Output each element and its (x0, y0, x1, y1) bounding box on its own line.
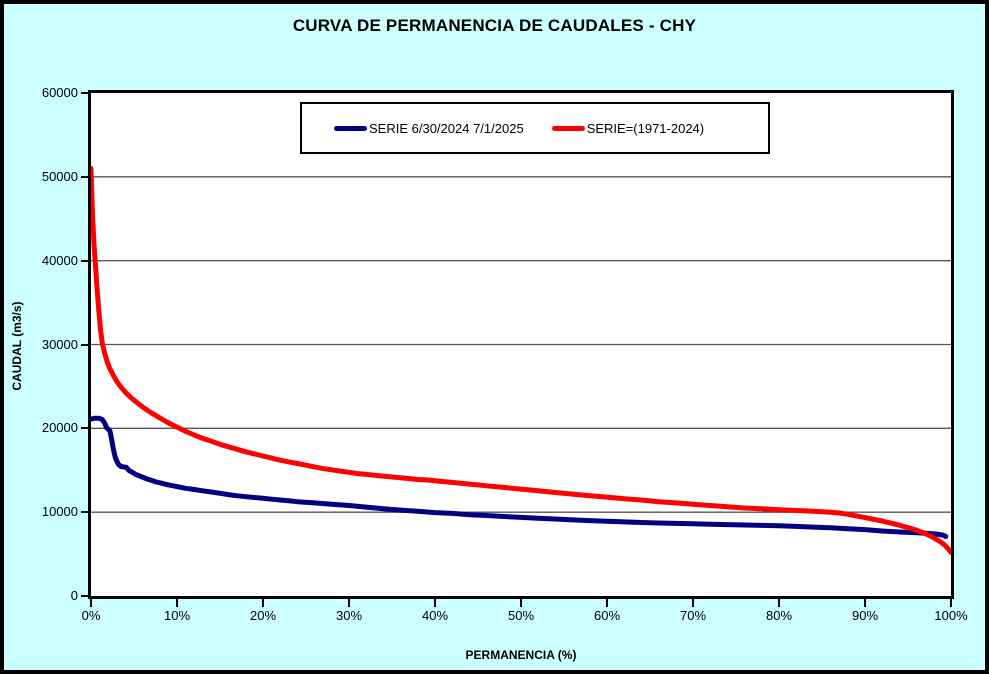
x-tick-label: 50% (507, 608, 535, 623)
x-tick-mark (434, 599, 436, 607)
x-tick-label: 0% (81, 608, 101, 623)
y-tick-label: 10000 (41, 504, 78, 520)
y-tick-mark (81, 92, 88, 94)
x-tick-mark (176, 599, 178, 607)
legend-item-serie-2024-2025: SERIE 6/30/2024 7/1/2025 (334, 121, 524, 136)
x-tick-label: 80% (765, 608, 793, 623)
x-axis-title: PERMANENCIA (%) (465, 648, 577, 662)
series-line-0 (91, 415, 949, 539)
x-tick-label: 70% (679, 608, 707, 623)
legend-item-serie-1971-2024: SERIE=(1971-2024) (551, 120, 705, 136)
chart-legend: SERIE 6/30/2024 7/1/2025 SERIE=(1971-202… (300, 102, 770, 154)
y-tick-label: 60000 (41, 85, 78, 100)
y-tick-mark (81, 343, 88, 346)
x-tick-mark (606, 599, 608, 607)
x-tick-mark (348, 599, 350, 607)
y-tick-label: 40000 (41, 252, 78, 268)
y-tick-mark (81, 259, 88, 262)
legend-label: SERIE=(1971-2024) (586, 120, 705, 136)
y-tick-mark (81, 427, 88, 430)
x-tick-mark (262, 599, 264, 607)
y-tick-mark (81, 175, 88, 178)
x-tick-mark (692, 599, 694, 607)
x-tick-mark (520, 599, 522, 607)
y-tick-label: 30000 (41, 336, 78, 352)
x-tick-mark (950, 599, 952, 607)
x-tick-mark (90, 599, 92, 607)
legend-line-sample-blue (334, 125, 367, 131)
x-tick-label: 40% (421, 608, 449, 623)
legend-label: SERIE 6/30/2024 7/1/2025 (369, 120, 524, 136)
plot-area (88, 90, 954, 599)
x-tick-label: 60% (593, 608, 621, 623)
y-tick-label: 20000 (41, 420, 78, 436)
y-tick-label: 0 (70, 588, 78, 603)
x-tick-mark (864, 599, 866, 607)
x-tick-label: 30% (335, 608, 363, 623)
series-line-1 (91, 166, 951, 555)
x-tick-label: 10% (163, 608, 191, 623)
x-tick-mark (778, 599, 780, 607)
y-tick-mark (81, 595, 88, 597)
y-tick-mark (81, 511, 88, 514)
y-tick-label: 50000 (41, 168, 78, 184)
x-tick-label: 90% (851, 608, 879, 623)
flow-duration-chart-svg (91, 166, 951, 555)
x-tick-label: 20% (249, 608, 277, 623)
chart-title: CURVA DE PERMANENCIA DE CAUDALES - CHY (292, 16, 697, 35)
x-tick-label: 100% (934, 608, 968, 623)
legend-line-sample-red (551, 125, 585, 131)
